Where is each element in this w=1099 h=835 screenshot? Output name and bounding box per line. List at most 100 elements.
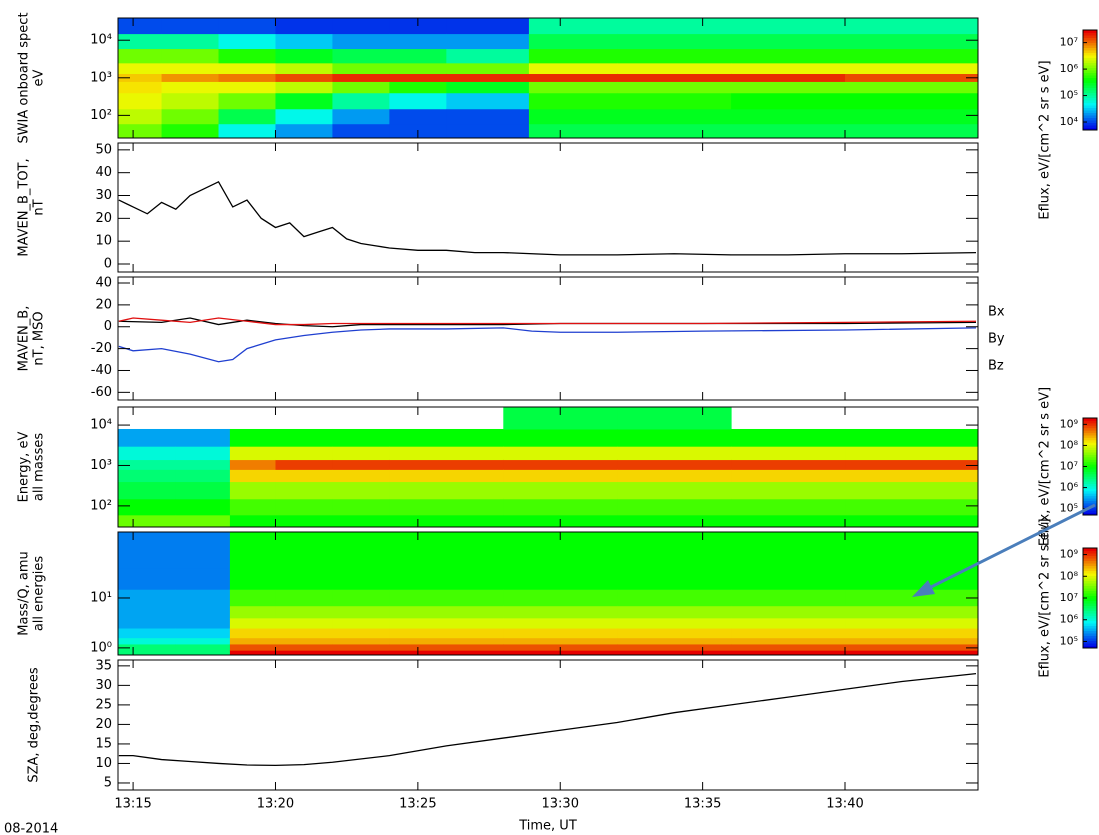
colorbar-gradient (1083, 473, 1097, 477)
colorbar-gradient (1083, 605, 1097, 609)
spectrogram-cell (332, 62, 390, 75)
spectrogram-cell (332, 637, 390, 645)
colorbar-label: Eflux, eV/[cm^2 sr s eV] (1038, 387, 1053, 546)
plot-area (118, 532, 978, 655)
y-tick-label: 10³ (90, 70, 112, 85)
colorbar-gradient (1083, 620, 1097, 624)
spectrogram-cell (617, 617, 732, 629)
spectrogram-cell (389, 643, 504, 651)
spectrogram-cell (161, 18, 220, 35)
spectrogram-cell (118, 605, 177, 619)
spectrogram-cell (118, 48, 163, 64)
spectrogram-cell (275, 628, 333, 639)
colorbar-gradient (1083, 85, 1097, 88)
spectrogram-cell (731, 18, 846, 35)
colorbar-gradient (1083, 75, 1097, 78)
legend-label: Bz (988, 359, 1004, 374)
colorbar-gradient (1083, 630, 1097, 634)
colorbar-gradient (1083, 578, 1097, 581)
spectrogram-cell (528, 33, 618, 50)
spectrogram-cell (528, 18, 618, 35)
colorbar-gradient (1083, 570, 1097, 574)
spectrogram-cell (845, 469, 978, 483)
spectrogram-cell (229, 469, 276, 483)
spectrogram-cell (218, 48, 276, 64)
colorbar-gradient (1083, 92, 1097, 96)
colorbar-gradient (1083, 125, 1097, 128)
spectrogram-cell (275, 605, 333, 619)
spectrogram-cell (389, 469, 504, 483)
y-axis-label: SWIA onboard spect (17, 12, 32, 143)
spectrogram-cell (118, 650, 177, 655)
spectrogram-cell (275, 643, 333, 651)
colorbar-tick-label: 10⁴ (1060, 115, 1079, 128)
colorbar-gradient (1083, 102, 1097, 106)
line-series (118, 317, 977, 326)
spectrogram-cell (731, 62, 846, 75)
colorbar-gradient (1083, 32, 1097, 36)
spectrogram-cell (275, 428, 333, 447)
spectrogram-cell (218, 108, 276, 125)
colorbar-tick-label: 10⁶ (1060, 62, 1079, 75)
spectrogram-cell (229, 628, 276, 639)
y-tick-label: 20 (95, 297, 112, 312)
spectrogram-cell (118, 92, 163, 110)
y-axis-label: eV (32, 69, 47, 86)
colorbar-gradient (1083, 70, 1097, 73)
spectrogram-cell (118, 446, 177, 461)
spectrogram-cell (275, 617, 333, 629)
spectrogram-cell (332, 81, 390, 94)
spectrogram-cell (389, 514, 504, 527)
colorbar-gradient (1083, 468, 1097, 472)
spectrogram-cell (446, 92, 530, 110)
colorbar-frame (1082, 29, 1098, 131)
spectrogram-cell (731, 428, 846, 447)
colorbar-label: Eflux, eV/[cm^2 sr s eV] (1038, 60, 1053, 219)
colorbar-gradient (1083, 628, 1097, 631)
spectrogram-cell (118, 62, 163, 75)
spectrogram-cell (845, 605, 978, 619)
colorbar-gradient (1083, 590, 1097, 594)
colorbar-gradient (1083, 40, 1097, 43)
colorbar-gradient (1083, 434, 1097, 438)
colorbar-gradient (1083, 603, 1097, 606)
colorbar-gradient (1083, 625, 1097, 629)
spectrogram-cell (275, 469, 333, 483)
y-tick-label: -40 (91, 363, 112, 378)
colorbar-gradient (1083, 575, 1097, 579)
spectrogram-cell (229, 643, 276, 651)
colorbar-tick-label: 10⁸ (1060, 569, 1079, 582)
spectrogram-cell (731, 567, 846, 590)
y-tick-label: 50 (95, 142, 112, 157)
colorbar-gradient (1083, 80, 1097, 83)
spectrogram-cell (845, 108, 978, 125)
colorbar-gradient (1083, 560, 1097, 564)
spectrogram-cell (528, 62, 618, 75)
spectrogram-cell (446, 48, 530, 64)
spectrogram-cell (731, 643, 846, 651)
spectrogram-cell (845, 73, 978, 82)
spectrogram-cell (332, 605, 390, 619)
spectrogram-cell (118, 81, 163, 94)
legend-label: By (988, 332, 1005, 347)
spectrogram-cell (332, 428, 390, 447)
spectrogram-cell (617, 481, 732, 500)
colorbar-gradient (1083, 585, 1097, 589)
colorbar-gradient (1083, 107, 1097, 111)
y-tick-label: -60 (91, 385, 112, 400)
spectrogram-cell (332, 532, 390, 569)
spectrogram-cell (617, 73, 732, 82)
spectrogram-cell (218, 92, 276, 110)
colorbar-gradient (1083, 615, 1097, 619)
spectrogram-cell (118, 481, 177, 500)
y-tick-label: 15 (95, 736, 112, 751)
spectrogram-cell (229, 481, 276, 500)
spectrogram-cell (845, 637, 978, 645)
colorbar-gradient (1083, 418, 1097, 421)
spectrogram-cell (218, 18, 276, 35)
colorbar-gradient (1083, 447, 1097, 451)
colorbar-gradient (1083, 420, 1097, 424)
spectrogram-cell (389, 532, 504, 569)
spectrogram-cell (229, 459, 276, 470)
colorbar-tick-label: 10⁶ (1060, 613, 1079, 626)
